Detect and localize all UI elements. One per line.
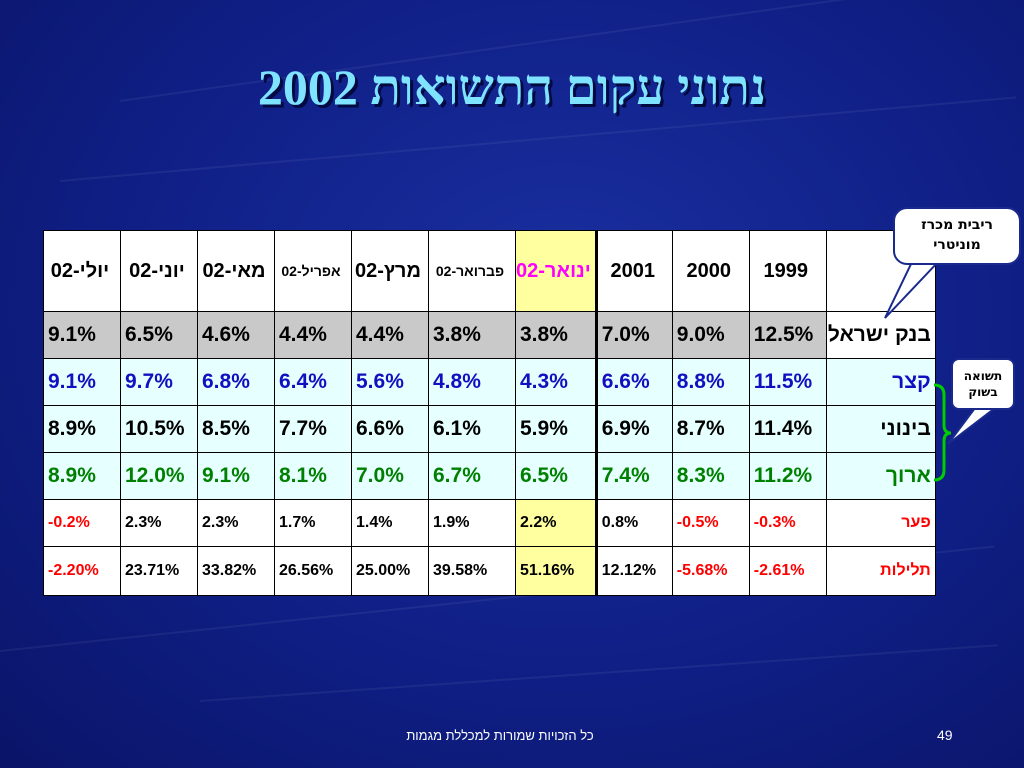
table-cell: 6.4% xyxy=(274,358,352,406)
table-cell: 8.1% xyxy=(274,452,352,500)
table-row: ארוך 11.2% 8.3% 7.4% 6.5% 6.7% 7.0% 8.1%… xyxy=(43,452,936,500)
table-cell: 5.9% xyxy=(515,405,597,453)
table-row: קצר 11.5% 8.8% 6.6% 4.3% 4.8% 5.6% 6.4% … xyxy=(43,358,936,406)
header-jun-02: יוני-02 xyxy=(120,230,198,312)
table-cell: -5.68% xyxy=(671,546,750,596)
table-cell: 11.4% xyxy=(748,405,827,453)
table-cell: 9.1% xyxy=(197,452,275,500)
table-cell: 10.5% xyxy=(120,405,198,453)
header-apr-02: אפריל-02 xyxy=(274,230,352,312)
table-cell: 8.8% xyxy=(671,358,750,406)
table-cell: 33.82% xyxy=(197,546,275,596)
table-cell: 6.6% xyxy=(351,405,429,453)
table-cell: 11.2% xyxy=(748,452,827,500)
table-cell: 1.9% xyxy=(428,499,516,547)
table-cell: 26.56% xyxy=(274,546,352,596)
table-cell: 9.7% xyxy=(120,358,198,406)
table-cell: 6.8% xyxy=(197,358,275,406)
callout-market-yield: תשואה בשוק xyxy=(951,358,1015,410)
header-jul-02: יולי-02 xyxy=(43,230,121,312)
table-row: בינוני 11.4% 8.7% 6.9% 5.9% 6.1% 6.6% 7.… xyxy=(43,405,936,453)
table-cell: 4.6% xyxy=(197,311,275,359)
header-2000: 2000 xyxy=(671,230,750,312)
table-cell: 4.4% xyxy=(351,311,429,359)
row-label-short: קצר xyxy=(825,358,936,406)
row-label-medium: בינוני xyxy=(825,405,936,453)
table-cell: 6.6% xyxy=(594,358,673,406)
table-cell: 23.71% xyxy=(120,546,198,596)
table-cell: 6.5% xyxy=(515,452,597,500)
table-cell: 8.5% xyxy=(197,405,275,453)
row-label-steepness: תלילות xyxy=(825,546,936,596)
callout-line: מוניטרי xyxy=(933,237,981,253)
table-cell: 8.7% xyxy=(671,405,750,453)
table-cell: 2.3% xyxy=(120,499,198,547)
table-cell: -2.61% xyxy=(748,546,827,596)
table-cell: 1.7% xyxy=(274,499,352,547)
table-cell: 4.8% xyxy=(428,358,516,406)
table-cell: 8.3% xyxy=(671,452,750,500)
table-row: פער -0.3% -0.5% 0.8% 2.2% 1.9% 1.4% 1.7%… xyxy=(43,499,936,547)
callout-line: ריבית מכרז xyxy=(921,217,993,233)
callout-monetary-rate: ריבית מכרז מוניטרי xyxy=(893,207,1021,265)
table-cell: 39.58% xyxy=(428,546,516,596)
header-may-02: מאי-02 xyxy=(197,230,275,312)
table-cell: 7.4% xyxy=(594,452,673,500)
table-cell: 8.9% xyxy=(43,405,121,453)
callout-line: תשואה xyxy=(963,369,1003,383)
table-cell: 25.00% xyxy=(351,546,429,596)
row-label-boi: בנק ישראל xyxy=(825,311,936,359)
table-cell: 1.4% xyxy=(351,499,429,547)
header-1999: 1999 xyxy=(748,230,827,312)
table-cell: 6.1% xyxy=(428,405,516,453)
table-cell: 11.5% xyxy=(748,358,827,406)
table-cell: 9.0% xyxy=(671,311,750,359)
callout-line: בשוק xyxy=(968,385,998,399)
table-cell: 12.12% xyxy=(594,546,673,596)
table-cell: 3.8% xyxy=(428,311,516,359)
table-cell: -2.20% xyxy=(43,546,121,596)
table-cell: 6.7% xyxy=(428,452,516,500)
background-streak xyxy=(199,644,999,702)
table-cell: -0.2% xyxy=(43,499,121,547)
header-jan-02: ינואר-02 xyxy=(515,230,597,312)
table-cell: -0.5% xyxy=(671,499,750,547)
header-2001: 2001 xyxy=(594,230,673,312)
table-cell-highlight: 51.16% xyxy=(515,546,597,596)
table-cell: 6.5% xyxy=(120,311,198,359)
table-cell: 12.0% xyxy=(120,452,198,500)
table-row: בנק ישראל 12.5% 9.0% 7.0% 3.8% 3.8% 4.4%… xyxy=(43,311,936,359)
row-label-gap: פער xyxy=(825,499,936,547)
table-cell: 7.0% xyxy=(594,311,673,359)
table-cell: 7.0% xyxy=(351,452,429,500)
table-cell: 3.8% xyxy=(515,311,597,359)
table-cell: 4.4% xyxy=(274,311,352,359)
table-cell: 6.9% xyxy=(594,405,673,453)
header-feb-02: פברואר-02 xyxy=(428,230,516,312)
table-cell: 5.6% xyxy=(351,358,429,406)
table-row: תלילות -2.61% -5.68% 12.12% 51.16% 39.58… xyxy=(43,546,936,596)
slide-title: נתוני עקום התשואות 2002 xyxy=(257,59,767,115)
footer-copyright: כל הזכויות שמורות למכללת מגמות xyxy=(406,728,594,743)
table-cell: 12.5% xyxy=(748,311,827,359)
header-mar-02: מרץ-02 xyxy=(351,230,429,312)
page-number: 49 xyxy=(937,727,953,743)
table-cell: 0.8% xyxy=(594,499,673,547)
table-cell: 4.3% xyxy=(515,358,597,406)
table-cell: 8.9% xyxy=(43,452,121,500)
yield-curve-table: 1999 2000 2001 ינואר-02 פברואר-02 מרץ-02… xyxy=(43,230,936,596)
table-cell-highlight: 2.2% xyxy=(515,499,597,547)
table-cell: 9.1% xyxy=(43,311,121,359)
table-cell: 7.7% xyxy=(274,405,352,453)
table-cell: 2.3% xyxy=(197,499,275,547)
table-cell: -0.3% xyxy=(748,499,827,547)
header-row: 1999 2000 2001 ינואר-02 פברואר-02 מרץ-02… xyxy=(43,230,936,312)
row-label-long: ארוך xyxy=(825,452,936,500)
table-cell: 9.1% xyxy=(43,358,121,406)
